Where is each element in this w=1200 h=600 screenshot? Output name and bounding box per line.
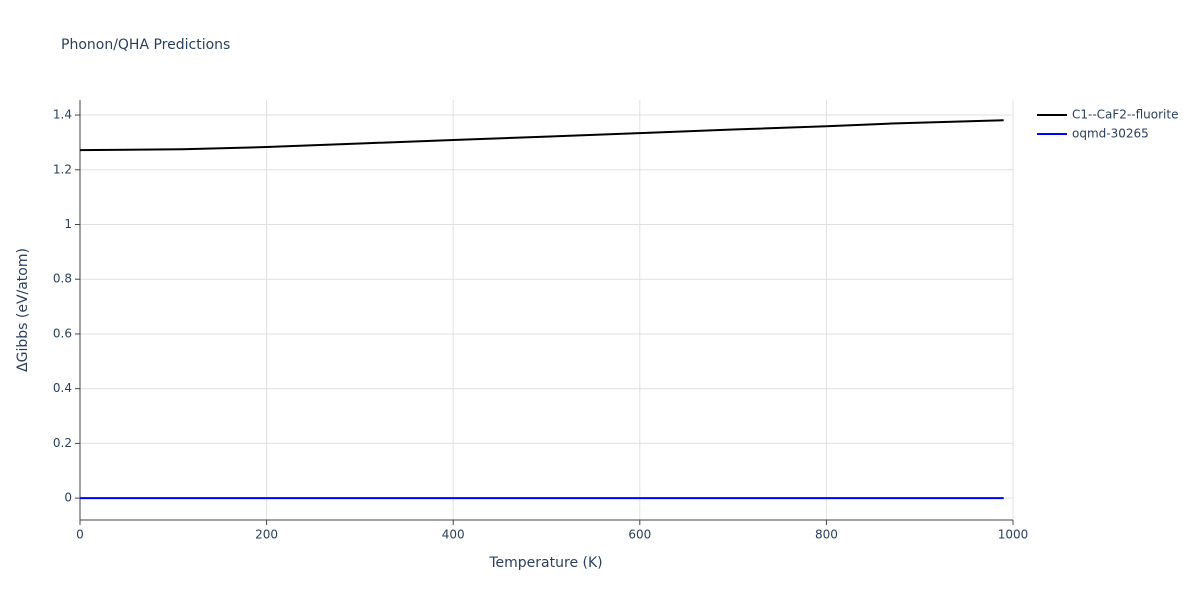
x-tick-label: 600 bbox=[628, 528, 651, 542]
chart-title: Phonon/QHA Predictions bbox=[61, 37, 230, 53]
x-tick-label: 800 bbox=[815, 528, 838, 542]
y-tick-label: 0 bbox=[64, 491, 72, 505]
y-tick-label: 0.6 bbox=[53, 326, 72, 340]
y-axis-label: ΔGibbs (eV/atom) bbox=[15, 248, 31, 372]
x-tick-label: 1000 bbox=[998, 528, 1029, 542]
y-tick-label: 1 bbox=[64, 217, 72, 231]
y-tick-label: 1.4 bbox=[53, 108, 72, 122]
x-tick-label: 0 bbox=[76, 528, 84, 542]
y-tick-label: 0.8 bbox=[53, 272, 72, 286]
y-tick-label: 0.4 bbox=[53, 381, 72, 395]
legend-label: C1--CaF2--fluorite bbox=[1072, 108, 1178, 122]
x-tick-label: 400 bbox=[442, 528, 465, 542]
y-tick-label: 0.2 bbox=[53, 436, 72, 450]
y-tick-label: 1.2 bbox=[53, 162, 72, 176]
legend-label: oqmd-30265 bbox=[1072, 127, 1149, 141]
x-tick-label: 200 bbox=[255, 528, 278, 542]
series-line bbox=[79, 119, 1004, 152]
x-axis-label: Temperature (K) bbox=[488, 555, 602, 571]
